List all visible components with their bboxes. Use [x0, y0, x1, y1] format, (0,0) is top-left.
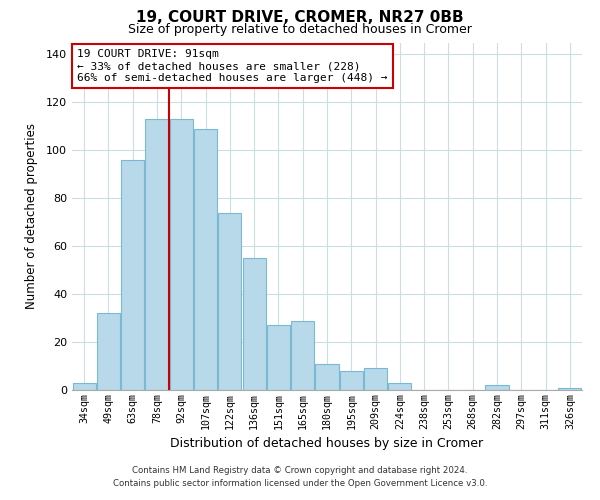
- Bar: [194, 129, 217, 390]
- Text: 19, COURT DRIVE, CROMER, NR27 0BB: 19, COURT DRIVE, CROMER, NR27 0BB: [136, 10, 464, 25]
- Bar: [145, 119, 169, 390]
- Y-axis label: Number of detached properties: Number of detached properties: [25, 123, 38, 309]
- Bar: [559, 388, 581, 390]
- X-axis label: Distribution of detached houses by size in Cromer: Distribution of detached houses by size …: [170, 437, 484, 450]
- Text: 19 COURT DRIVE: 91sqm
← 33% of detached houses are smaller (228)
66% of semi-det: 19 COURT DRIVE: 91sqm ← 33% of detached …: [77, 50, 388, 82]
- Bar: [97, 314, 120, 390]
- Bar: [340, 371, 363, 390]
- Bar: [388, 383, 412, 390]
- Bar: [267, 326, 290, 390]
- Bar: [242, 258, 266, 390]
- Bar: [73, 383, 95, 390]
- Text: Contains HM Land Registry data © Crown copyright and database right 2024.
Contai: Contains HM Land Registry data © Crown c…: [113, 466, 487, 487]
- Bar: [121, 160, 144, 390]
- Bar: [364, 368, 387, 390]
- Bar: [170, 119, 193, 390]
- Bar: [485, 385, 509, 390]
- Bar: [218, 212, 241, 390]
- Text: Size of property relative to detached houses in Cromer: Size of property relative to detached ho…: [128, 22, 472, 36]
- Bar: [291, 320, 314, 390]
- Bar: [316, 364, 338, 390]
